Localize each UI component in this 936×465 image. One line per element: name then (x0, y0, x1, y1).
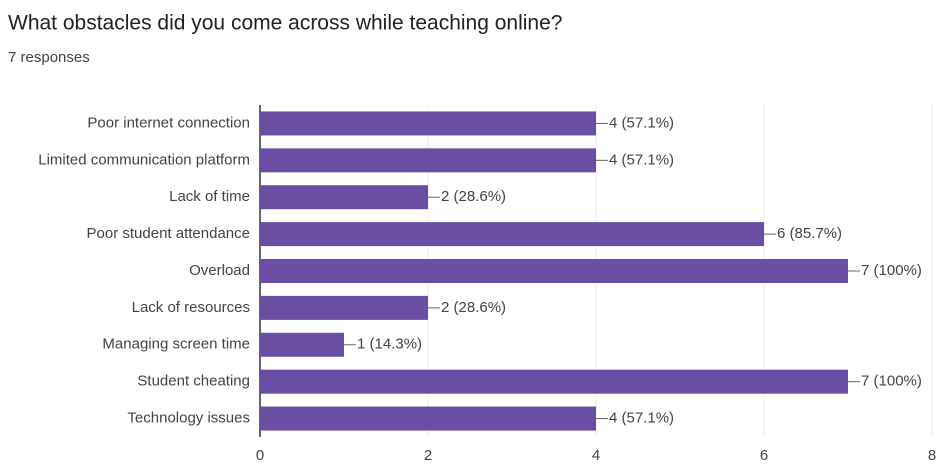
y-tick-label: Lack of time (169, 188, 250, 205)
x-tick-label: 8 (928, 447, 936, 464)
value-label: 7 (100%) (861, 262, 922, 279)
x-tick-label: 2 (424, 447, 432, 464)
value-label: 4 (57.1%) (609, 151, 674, 168)
bar (260, 295, 428, 320)
bar (260, 369, 848, 394)
chart-title: What obstacles did you come across while… (8, 12, 562, 35)
bar (260, 148, 596, 173)
bar (260, 332, 344, 357)
x-tick-label: 0 (256, 447, 264, 464)
value-label: 2 (28.6%) (441, 299, 506, 316)
value-label: 7 (100%) (861, 373, 922, 390)
y-tick-label: Managing screen time (102, 336, 250, 353)
bar (260, 259, 848, 283)
value-label: 6 (85.7%) (777, 225, 842, 242)
x-tick-label: 4 (592, 447, 600, 464)
y-tick-label: Lack of resources (132, 299, 250, 316)
chart-subtitle: 7 responses (8, 49, 90, 66)
value-label: 4 (57.1%) (609, 114, 674, 131)
bar (260, 111, 596, 136)
bar (260, 185, 428, 210)
y-tick-label: Overload (189, 262, 250, 279)
y-tick-label: Student cheating (137, 373, 250, 390)
value-label: 4 (57.1%) (609, 410, 674, 427)
y-tick-label: Poor student attendance (87, 225, 250, 242)
x-tick-label: 6 (760, 447, 768, 464)
bar (260, 406, 596, 431)
bar (260, 222, 764, 247)
y-tick-label: Limited communication platform (38, 151, 250, 168)
value-label: 1 (14.3%) (357, 336, 422, 353)
value-label: 2 (28.6%) (441, 188, 506, 205)
y-tick-label: Poor internet connection (87, 114, 250, 131)
y-tick-label: Technology issues (127, 410, 250, 427)
